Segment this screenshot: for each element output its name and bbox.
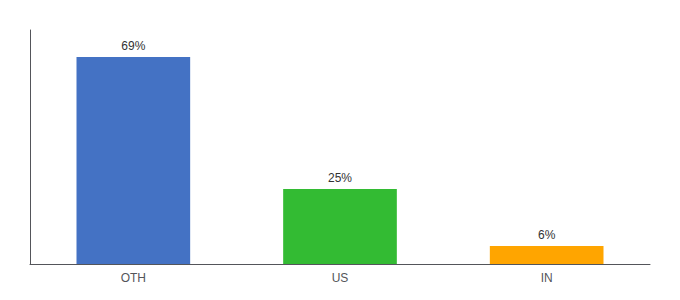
svg-text:US: US [332, 271, 349, 285]
svg-text:6%: 6% [538, 228, 556, 242]
svg-text:OTH: OTH [121, 271, 146, 285]
svg-text:69%: 69% [121, 39, 145, 53]
svg-text:25%: 25% [328, 171, 352, 185]
svg-text:IN: IN [541, 271, 553, 285]
